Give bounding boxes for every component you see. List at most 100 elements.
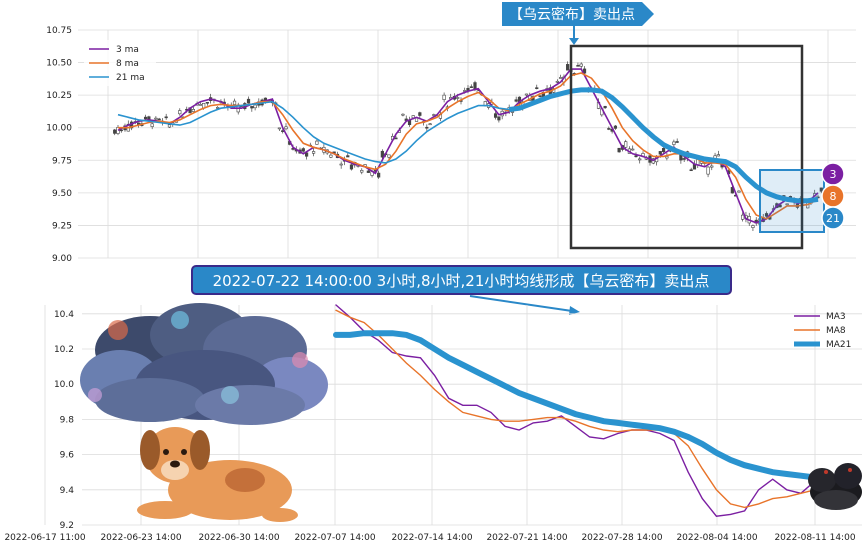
candle-body bbox=[232, 100, 237, 105]
candle-body bbox=[191, 109, 195, 112]
badge-3: 3 bbox=[821, 162, 845, 186]
bottom-series-line-MA3 bbox=[335, 304, 816, 517]
badge-3-label: 3 bbox=[830, 168, 837, 181]
candle-body bbox=[493, 113, 498, 118]
bottom-y-tick-label: 10.4 bbox=[54, 310, 74, 320]
candle-body bbox=[469, 86, 473, 88]
candle-body bbox=[167, 124, 172, 128]
candle-body bbox=[154, 117, 158, 120]
mid-banner-arrowhead bbox=[569, 306, 580, 315]
candle-body bbox=[607, 128, 611, 130]
candle-body bbox=[555, 80, 559, 83]
candle-body bbox=[631, 148, 635, 151]
legend-label-MA8: MA8 bbox=[826, 326, 846, 336]
candle-body bbox=[661, 148, 666, 153]
candle-body bbox=[538, 95, 542, 98]
top-y-tick-label: 9.50 bbox=[52, 189, 72, 199]
bottom-x-tick-label: 2022-06-30 14:00 bbox=[198, 533, 279, 543]
candle-body bbox=[442, 94, 446, 100]
mid-banner-shape bbox=[191, 265, 732, 295]
bottom-x-tick-label: 2022-07-14 14:00 bbox=[391, 533, 472, 543]
candle-body bbox=[473, 82, 477, 90]
candle-body bbox=[216, 107, 220, 109]
candle-body bbox=[582, 68, 587, 74]
candle-body bbox=[463, 90, 467, 92]
top-y-tick-label: 9.25 bbox=[52, 221, 72, 231]
candle-body bbox=[710, 165, 714, 168]
top-y-tick-label: 10.50 bbox=[46, 59, 72, 69]
candle-body bbox=[301, 148, 305, 152]
candle-body bbox=[778, 204, 782, 208]
candle-body bbox=[716, 154, 720, 157]
candle-body bbox=[672, 141, 676, 145]
bottom-legend: MA3 MA8 MA21 bbox=[794, 312, 851, 350]
candle-body bbox=[741, 214, 745, 220]
candle-body bbox=[559, 77, 563, 79]
candle-body bbox=[113, 129, 117, 134]
candle-body bbox=[624, 141, 628, 148]
bottom-y-tick-label: 9.2 bbox=[60, 521, 74, 531]
top-series-line-3ma bbox=[117, 68, 819, 224]
legend-label-8ma: 8 ma bbox=[116, 59, 139, 69]
badge-8-label: 8 bbox=[830, 190, 837, 203]
bottom-x-tick-label: 2022-08-04 14:00 bbox=[676, 533, 757, 543]
candle-body bbox=[617, 147, 621, 153]
candle-body bbox=[394, 137, 398, 140]
badge-8: 8 bbox=[821, 184, 845, 208]
top-y-tick-label: 10.25 bbox=[46, 91, 72, 101]
top-banner-shape bbox=[502, 2, 654, 26]
bottom-y-tick-label: 9.6 bbox=[60, 451, 75, 461]
candle-body bbox=[418, 112, 422, 116]
legend-label-21ma: 21 ma bbox=[116, 73, 145, 83]
bottom-ma-lines bbox=[333, 304, 818, 517]
candle-body bbox=[785, 203, 789, 206]
candle-body bbox=[613, 125, 618, 129]
top-banner: 【乌云密布】卖出点 bbox=[502, 2, 654, 45]
candle-body bbox=[638, 158, 642, 161]
bottom-x-axis: 2022-06-17 11:00 2022-06-23 14:00 2022-06-… bbox=[4, 533, 855, 543]
mid-banner: 2022-07-22 14:00:00 3小时,8小时,21小时均线形成【乌云密… bbox=[191, 265, 732, 315]
candle-body bbox=[329, 154, 333, 158]
candle-body bbox=[414, 117, 419, 122]
bottom-x-tick-label: 2022-07-07 14:00 bbox=[294, 533, 375, 543]
badge-21: 21 bbox=[821, 206, 845, 230]
candle-body bbox=[658, 151, 662, 155]
bottom-x-tick-label: 2022-06-23 14:00 bbox=[100, 533, 181, 543]
candle-body bbox=[737, 190, 741, 193]
candle-body bbox=[377, 172, 381, 178]
candle-body bbox=[387, 154, 391, 158]
bottom-series-line-MA21 bbox=[333, 330, 818, 481]
candle-body bbox=[428, 123, 432, 126]
top-legend: 3 ma 8 ma 21 ma bbox=[84, 40, 156, 86]
candle-body bbox=[164, 116, 168, 119]
candle-body bbox=[579, 63, 583, 67]
legend-label-3ma: 3 ma bbox=[116, 45, 139, 55]
mid-banner-text: 2022-07-22 14:00:00 3小时,8小时,21小时均线形成【乌云密… bbox=[213, 272, 710, 290]
candle-body bbox=[466, 87, 470, 91]
bottom-y-tick-label: 10.0 bbox=[54, 380, 74, 390]
candle-body bbox=[603, 105, 607, 109]
dog-icon bbox=[137, 427, 298, 522]
bottom-chart-panel: 9.2 9.4 9.6 9.8 10.0 10.2 10.4 2022-06-17 11:0… bbox=[4, 303, 862, 543]
candle-body bbox=[456, 97, 460, 99]
bottom-series-line-MA8 bbox=[335, 309, 816, 509]
candle-body bbox=[425, 126, 429, 129]
candle-body bbox=[157, 118, 161, 121]
candle-body bbox=[665, 156, 669, 159]
candle-body bbox=[250, 106, 254, 109]
top-y-tick-label: 10.75 bbox=[46, 26, 72, 36]
candle-body bbox=[634, 155, 638, 158]
storm-cloud-icon bbox=[80, 303, 328, 425]
dark-cloud-icon bbox=[808, 463, 862, 510]
top-banner-arrowhead bbox=[569, 38, 579, 45]
candle-body bbox=[143, 116, 148, 120]
candle-body bbox=[304, 152, 309, 157]
candle-body bbox=[682, 158, 686, 160]
candle-body bbox=[198, 104, 202, 106]
candle-body bbox=[205, 101, 209, 104]
bottom-y-axis: 9.2 9.4 9.6 9.8 10.0 10.2 10.4 bbox=[54, 310, 74, 531]
candle-body bbox=[751, 225, 755, 228]
candle-body bbox=[576, 65, 580, 67]
candle-body bbox=[178, 110, 182, 115]
candle-body bbox=[497, 116, 501, 121]
